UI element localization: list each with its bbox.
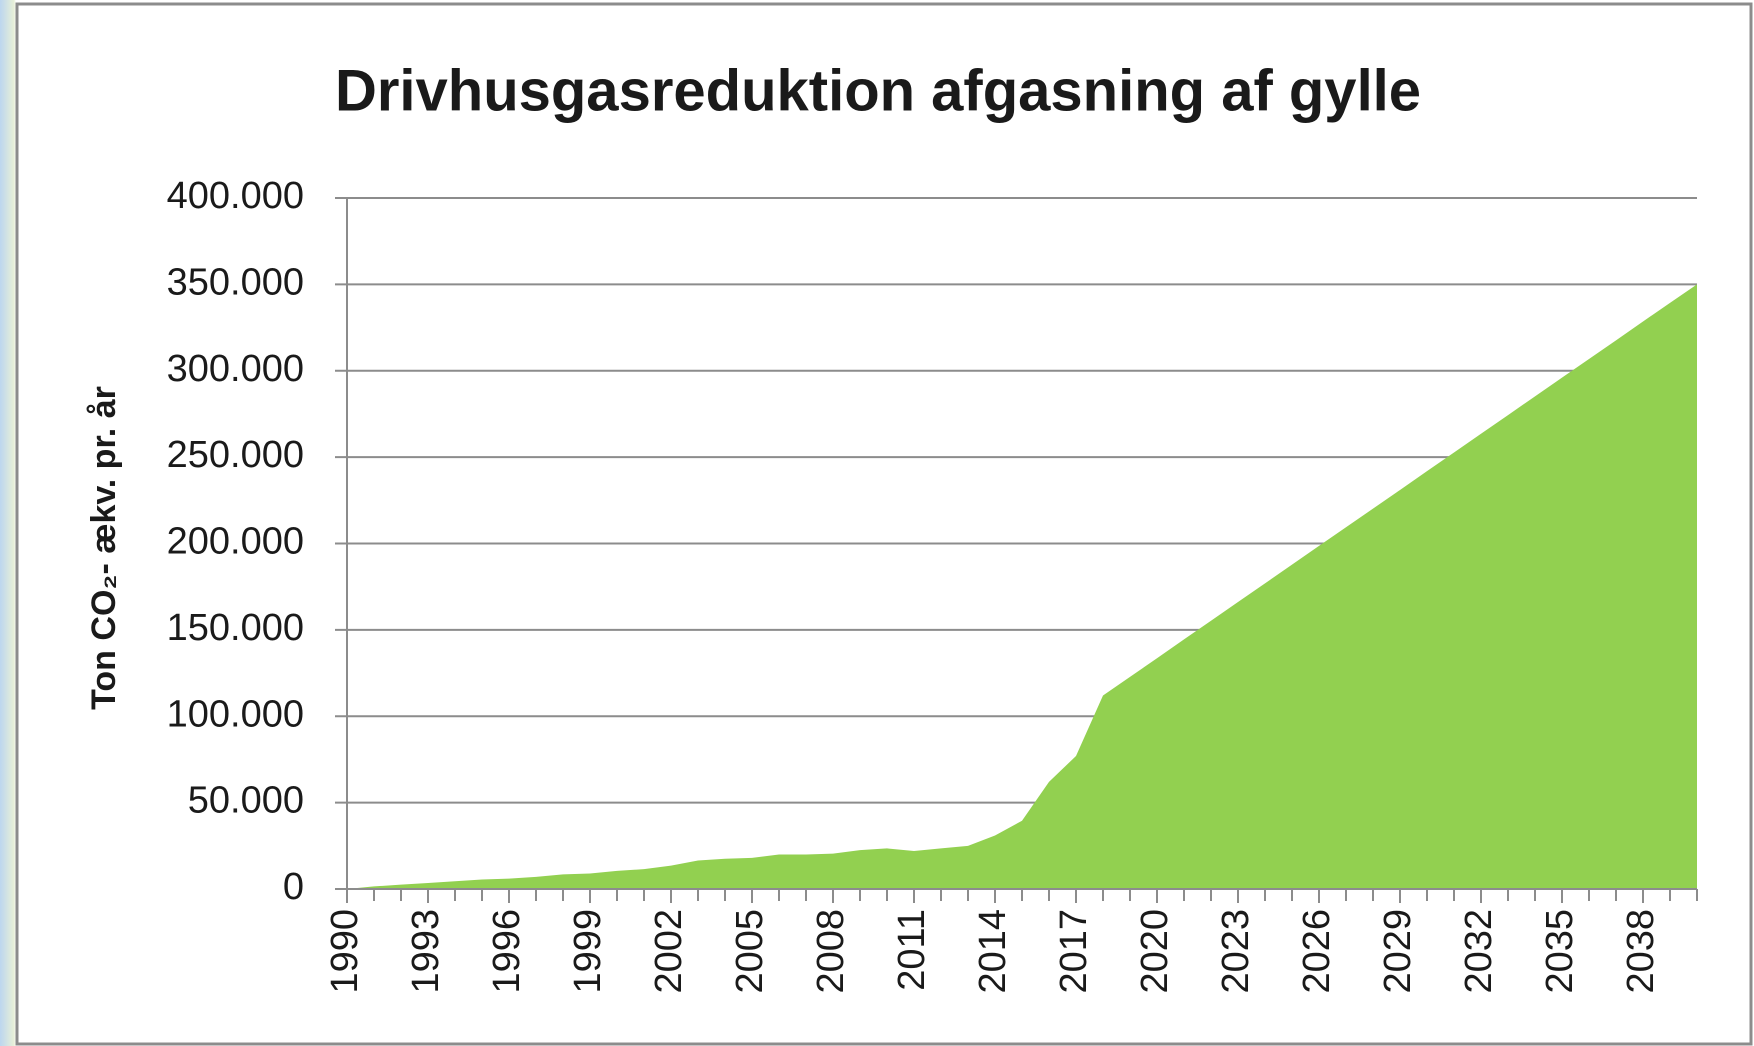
x-tick-label: 2011 bbox=[891, 909, 933, 991]
y-tick-label: 400.000 bbox=[167, 175, 304, 217]
chart-title: Drivhusgasreduktion afgasning af gylle bbox=[335, 58, 1421, 123]
x-tick-label: 2008 bbox=[810, 909, 852, 994]
y-tick-label: 300.000 bbox=[167, 348, 304, 390]
y-tick-label: 50.000 bbox=[188, 780, 304, 822]
x-tick-label: 2038 bbox=[1620, 909, 1662, 994]
x-tick-label: 2032 bbox=[1458, 909, 1500, 994]
y-axis-label: Ton CO₂- ækv. pr. år bbox=[85, 386, 123, 710]
x-tick-label: 2005 bbox=[729, 909, 771, 994]
x-tick-label: 2023 bbox=[1215, 909, 1257, 994]
x-tick-label: 1990 bbox=[324, 909, 366, 994]
area bbox=[347, 284, 1697, 889]
x-tick-label: 2014 bbox=[972, 909, 1014, 994]
y-tick-label: 0 bbox=[283, 866, 304, 908]
y-tick-label: 100.000 bbox=[167, 693, 304, 735]
y-tick-label: 150.000 bbox=[167, 607, 304, 649]
y-tick-label: 350.000 bbox=[167, 261, 304, 303]
x-tick-label: 1993 bbox=[405, 909, 447, 994]
x-tick-label: 2029 bbox=[1377, 909, 1419, 994]
x-tick-label: 2035 bbox=[1539, 909, 1581, 994]
y-tick-label: 200.000 bbox=[167, 521, 304, 563]
y-tick-label: 250.000 bbox=[167, 434, 304, 476]
x-tick-label: 1996 bbox=[486, 909, 528, 994]
x-tick-label: 2017 bbox=[1053, 909, 1095, 994]
x-tick-label: 1999 bbox=[567, 909, 609, 994]
x-tick-label: 2002 bbox=[648, 909, 690, 994]
x-tick-label: 2020 bbox=[1134, 909, 1176, 994]
x-tick-label: 2026 bbox=[1296, 909, 1338, 994]
